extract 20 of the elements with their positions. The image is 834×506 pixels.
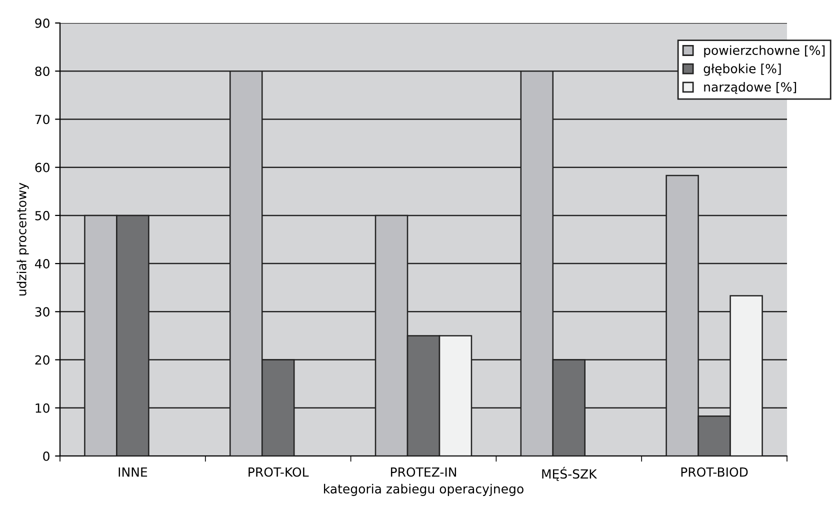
- y-tick-label: 0: [43, 451, 50, 461]
- y-tick-label: 10: [36, 403, 50, 413]
- y-tick-label: 70: [35, 114, 50, 124]
- x-tick-label: MĘŚ-SZK: [542, 466, 598, 481]
- x-tick-label: INNE: [118, 467, 148, 477]
- y-tick-label: 30: [35, 307, 50, 317]
- y-tick-label: 40: [34, 259, 50, 268]
- y-tick-label: 60: [35, 162, 50, 172]
- legend-label: narządowe [%]: [704, 82, 796, 94]
- x-tick-label: PROT-BIOD: [681, 467, 748, 477]
- y-tick-label: 20: [35, 355, 50, 365]
- y-tick-label: 90: [35, 18, 50, 28]
- legend-label: powierzchowne [%]: [704, 45, 825, 58]
- y-tick-label: 80: [35, 66, 50, 76]
- x-tick-label: PROT-KOL: [248, 467, 309, 477]
- x-tick-label: PROTEZ-IN: [390, 467, 456, 477]
- x-axis-title: kategoria zabiegu operacyjnego: [324, 484, 524, 496]
- y-axis-title: udział procentowy: [16, 182, 29, 296]
- legend-label: głębokie [%]: [704, 64, 781, 76]
- y-tick-label: 50: [35, 210, 50, 220]
